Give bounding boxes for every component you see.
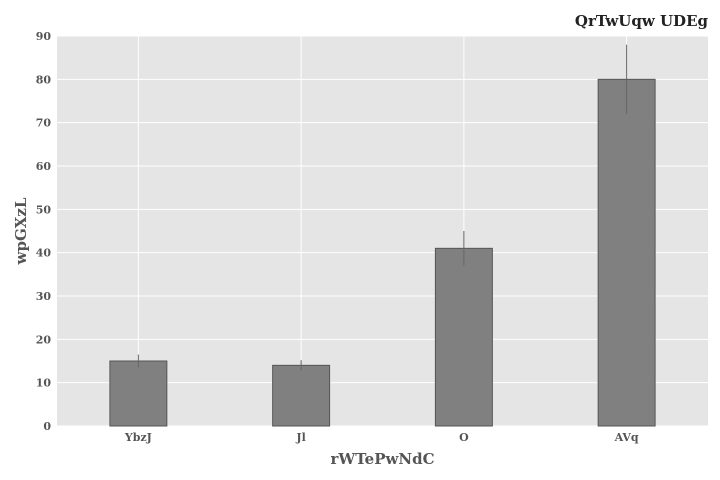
y-tick-label: 80: [36, 73, 52, 86]
bar-Jl: [272, 364, 331, 427]
bars: [109, 78, 656, 427]
bar-AVq: [597, 78, 656, 427]
y-tick-label: 20: [36, 333, 52, 346]
x-tick-label: YbzJ: [124, 431, 152, 444]
y-tick-label: 0: [43, 420, 51, 433]
y-axis-title: wpGXzL: [12, 197, 30, 265]
y-tick-label: 40: [36, 247, 52, 260]
x-tick-label: AVq: [614, 431, 639, 444]
y-tick-label: 30: [36, 290, 52, 303]
bar-O: [434, 247, 493, 427]
y-tick-label: 70: [36, 117, 52, 130]
bar-YbzJ: [109, 360, 168, 427]
chart-title: QrTwUqw UDEg: [575, 12, 709, 30]
x-tick-label: O: [459, 431, 469, 444]
y-tick-label: 60: [36, 160, 52, 173]
x-axis-title: rWTePwNdC: [330, 450, 434, 468]
error-bars: [137, 44, 628, 371]
y-tick-label: 90: [36, 30, 52, 43]
y-tick-label: 50: [36, 203, 52, 216]
x-tick-label: Jl: [295, 431, 305, 444]
y-tick-label: 10: [36, 377, 52, 390]
x-tick-labels: YbzJ Jl O AVq: [124, 431, 639, 444]
y-tick-labels: 0 10 20 30 40 50 60 70 80 90: [36, 30, 52, 433]
